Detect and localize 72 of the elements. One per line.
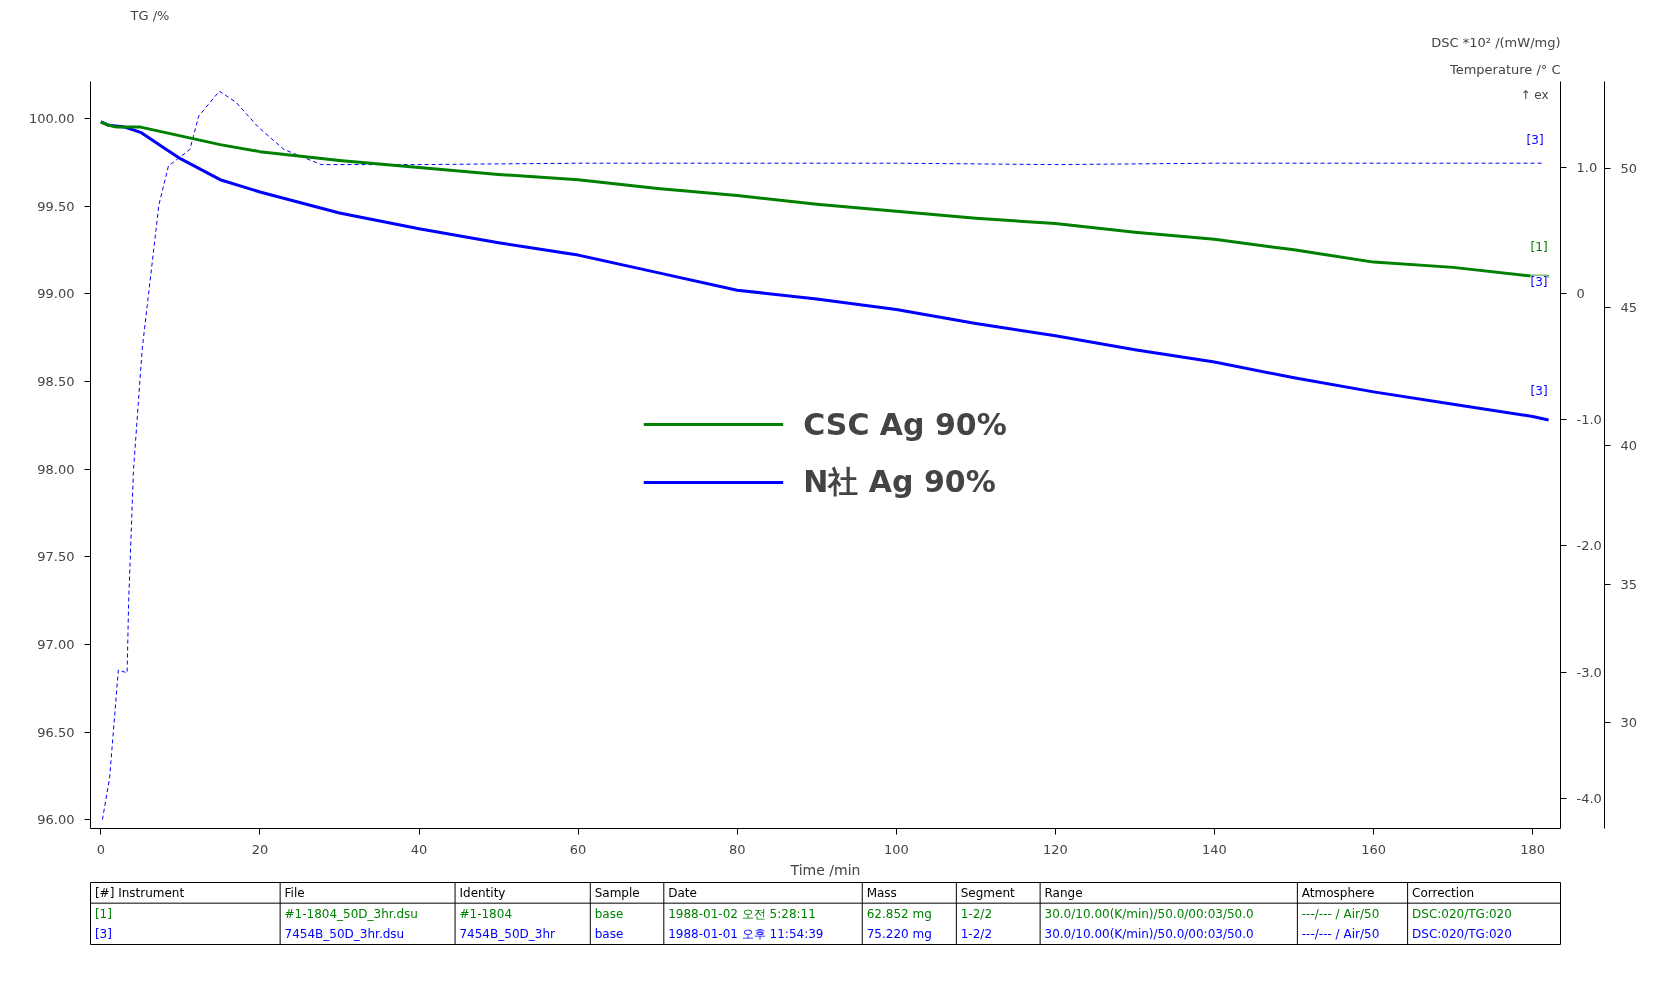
text: 1-2/2 bbox=[960, 906, 993, 921]
text: 62.852 mg bbox=[866, 906, 932, 921]
y2-tick-label: -3.0 bbox=[1576, 664, 1602, 680]
y2-axis-title: DSC *10² /(mW/mg) bbox=[1431, 34, 1561, 50]
text: #1-1804_50D_3hr.dsu bbox=[284, 906, 418, 921]
text: ---/--- / Air/50 bbox=[1301, 906, 1380, 921]
text: Sample bbox=[594, 885, 640, 900]
y3-tick-label: 50 bbox=[1620, 161, 1638, 177]
text: 1988-01-01 오후 11:54:39 bbox=[668, 927, 824, 942]
annotation: ↑ ex bbox=[1520, 87, 1549, 102]
y2-tick-label: -4.0 bbox=[1576, 790, 1602, 806]
text: [1] bbox=[94, 906, 112, 921]
x-tick-label: 180 bbox=[1520, 841, 1546, 857]
y2-tick-label: 1.0 bbox=[1576, 159, 1598, 175]
text: ---/--- / Air/50 bbox=[1301, 927, 1380, 942]
legend-label: N社 Ag 90% bbox=[803, 462, 996, 501]
y-tick-label: 97.50 bbox=[37, 549, 75, 565]
y-tick-label: 97.00 bbox=[37, 636, 75, 652]
y-tick-label: 96.00 bbox=[37, 812, 75, 828]
line-series bbox=[99, 120, 1551, 278]
text: DSC:020/TG:020 bbox=[1412, 906, 1512, 921]
legend-label: CSC Ag 90% bbox=[803, 406, 1007, 442]
x-axis-title: Time /min bbox=[789, 861, 861, 878]
x-tick-label: 160 bbox=[1361, 841, 1386, 857]
y3-tick-label: 35 bbox=[1620, 576, 1638, 592]
text: Date bbox=[668, 885, 697, 900]
y3-axis-title: Temperature /° C bbox=[1448, 61, 1561, 77]
y-tick-label: 100.00 bbox=[29, 110, 75, 126]
x-tick-label: 140 bbox=[1202, 841, 1227, 857]
y3-tick-label: 30 bbox=[1620, 715, 1638, 731]
y-tick-label: 99.00 bbox=[37, 286, 75, 302]
text: base bbox=[594, 906, 624, 921]
text: 75.220 mg bbox=[866, 927, 932, 942]
annotation: [1] bbox=[1530, 240, 1548, 255]
text: Mass bbox=[866, 885, 897, 900]
text: Identity bbox=[459, 885, 506, 900]
text: Segment bbox=[960, 885, 1016, 900]
x-tick-label: 100 bbox=[883, 841, 909, 857]
y-axis-title: TG /% bbox=[129, 7, 170, 23]
x-tick-label: 40 bbox=[410, 841, 428, 857]
text: Range bbox=[1044, 885, 1083, 900]
annotation: [3] bbox=[1530, 383, 1548, 398]
x-tick-label: 0 bbox=[96, 841, 105, 857]
text: 30.0/10.00(K/min)/50.0/00:03/50.0 bbox=[1044, 927, 1254, 942]
annotation: [3] bbox=[1530, 275, 1548, 290]
text: Atmosphere bbox=[1301, 885, 1375, 900]
text: 7454B_50D_3hr bbox=[459, 927, 555, 942]
y-tick-label: 99.50 bbox=[37, 198, 75, 214]
x-tick-label: 60 bbox=[569, 841, 587, 857]
y3-tick-label: 45 bbox=[1620, 299, 1638, 315]
text: base bbox=[594, 927, 624, 942]
text: 1988-01-02 오전 5:28:11 bbox=[668, 906, 816, 921]
text: DSC:020/TG:020 bbox=[1412, 927, 1512, 942]
text: #1-1804 bbox=[459, 906, 513, 921]
text: 1-2/2 bbox=[960, 927, 993, 942]
x-tick-label: 20 bbox=[251, 841, 269, 857]
y2-tick-label: -2.0 bbox=[1576, 538, 1602, 554]
text: 30.0/10.00(K/min)/50.0/00:03/50.0 bbox=[1044, 906, 1254, 921]
y-tick-label: 96.50 bbox=[37, 724, 75, 740]
y2-tick-label: -1.0 bbox=[1576, 412, 1602, 428]
annotation: [3] bbox=[1526, 133, 1544, 148]
text: [#] Instrument bbox=[94, 885, 185, 900]
y-tick-label: 98.50 bbox=[37, 373, 75, 389]
x-tick-label: 80 bbox=[728, 841, 746, 857]
text: 7454B_50D_3hr.dsu bbox=[284, 927, 405, 942]
text: Correction bbox=[1412, 885, 1475, 900]
text: [3] bbox=[94, 927, 112, 942]
x-tick-label: 120 bbox=[1042, 841, 1068, 857]
y-tick-label: 98.00 bbox=[37, 461, 75, 477]
y2-tick-label: 0 bbox=[1576, 285, 1585, 301]
y3-tick-label: 40 bbox=[1620, 438, 1638, 454]
text: File bbox=[284, 885, 305, 900]
